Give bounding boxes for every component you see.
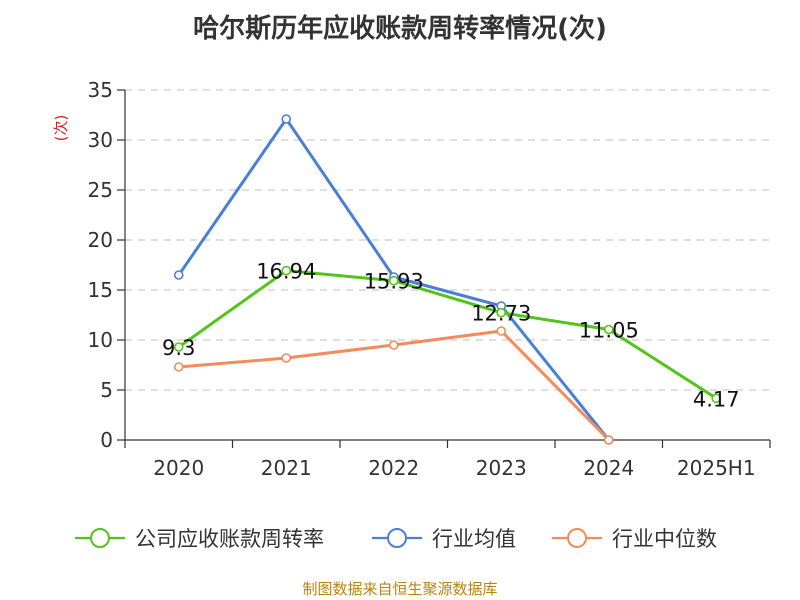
y-tick-label: 35 — [88, 78, 113, 102]
data-label: 12.73 — [471, 302, 531, 326]
chart-title: 哈尔斯历年应收账款周转率情况(次) — [193, 14, 607, 44]
legend-marker — [90, 528, 110, 548]
data-point — [496, 326, 507, 336]
data-point — [173, 342, 184, 352]
y-axis-label: (次) — [52, 115, 70, 142]
data-point — [281, 265, 292, 276]
y-tick-label: 20 — [88, 228, 113, 252]
legend-label: 行业中位数 — [612, 527, 717, 551]
source-footer: 制图数据来自恒生聚源数据库 — [302, 580, 498, 598]
data-point — [496, 307, 507, 318]
legend-label: 公司应收账款周转率 — [135, 527, 324, 551]
x-tick-label: 2025H1 — [677, 456, 756, 480]
x-tick-label: 2022 — [368, 456, 419, 480]
data-point — [603, 324, 614, 335]
data-point — [388, 340, 399, 350]
x-tick-label: 2021 — [261, 456, 312, 480]
y-tick-label: 25 — [88, 178, 113, 202]
data-label: 9.3 — [162, 336, 195, 360]
y-tick-label: 10 — [88, 328, 113, 352]
legend-label: 行业均值 — [432, 527, 516, 551]
y-tick-label: 15 — [88, 278, 113, 302]
data-point — [173, 270, 184, 280]
x-tick-label: 2024 — [583, 456, 634, 480]
y-tick-label: 5 — [100, 378, 113, 402]
y-tick-label: 30 — [88, 128, 113, 152]
data-label: 4.17 — [693, 387, 740, 411]
data-label: 15.93 — [364, 270, 424, 294]
data-point — [711, 393, 722, 404]
x-tick-label: 2023 — [476, 456, 527, 480]
data-point — [603, 435, 614, 445]
series-line — [177, 269, 718, 400]
data-label: 16.94 — [256, 260, 316, 284]
data-point — [173, 362, 184, 372]
x-tick-label: 2020 — [153, 456, 204, 480]
data-point — [281, 353, 292, 363]
data-point — [281, 114, 292, 124]
legend-marker — [567, 528, 587, 548]
data-label: 11.05 — [579, 319, 639, 343]
y-tick-label: 0 — [100, 428, 113, 452]
data-point — [388, 275, 399, 286]
legend-marker — [387, 528, 407, 548]
